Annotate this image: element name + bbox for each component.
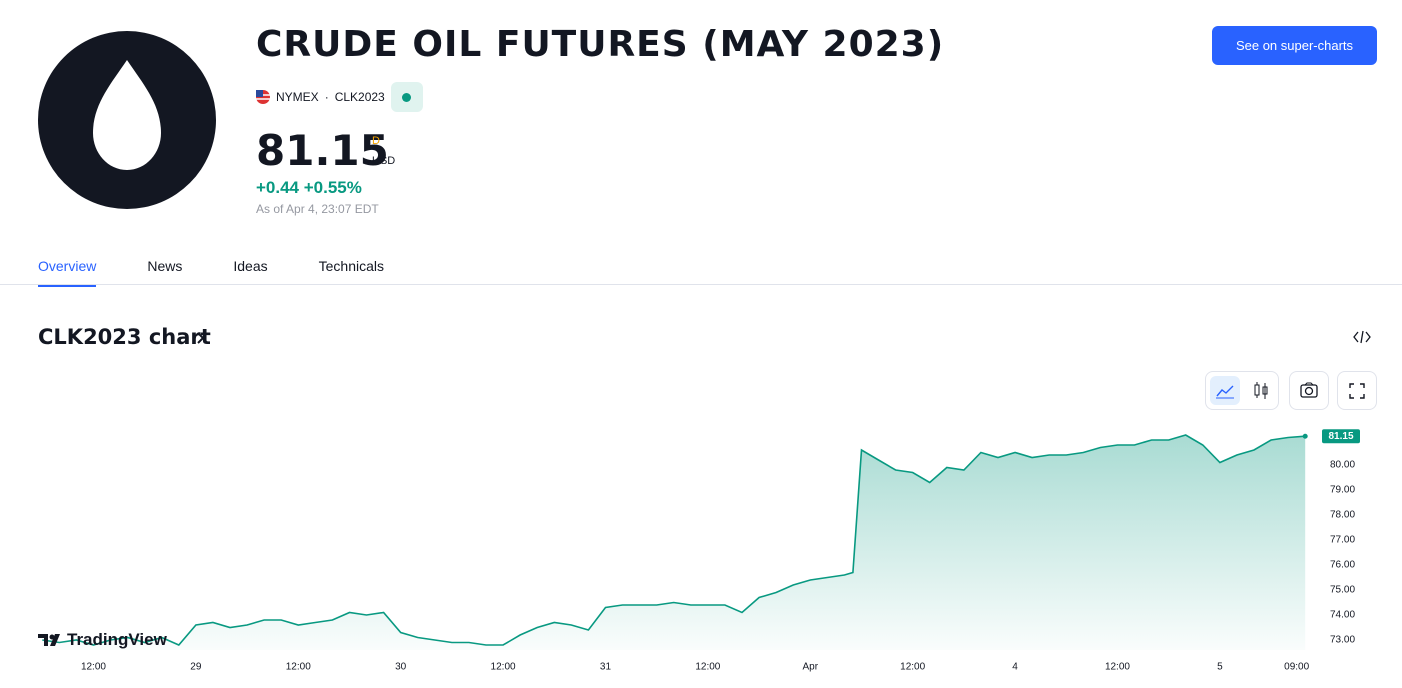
tab[interactable]: Ideas [233, 258, 268, 274]
exchange[interactable]: NYMEX [276, 90, 319, 104]
area-style[interactable] [1210, 376, 1240, 405]
x-tick-label: 5 [1217, 662, 1223, 673]
x-tick-label: 31 [600, 662, 612, 673]
fullscreen[interactable] [1337, 371, 1377, 410]
logo-drop [93, 60, 161, 170]
x-tick-label: 30 [395, 662, 407, 673]
meta: NYMEX · CLK2023 [256, 82, 423, 112]
candle-style[interactable] [1246, 376, 1276, 405]
x-tick-label: 4 [1012, 662, 1018, 673]
divider [0, 284, 1402, 285]
change: +0.44 +0.55% [256, 178, 362, 198]
change-abs: +0.44 [256, 178, 300, 197]
x-tick-label: Apr [802, 662, 818, 673]
price-badge [1322, 429, 1360, 444]
price-badge-label: 81.15 [1328, 431, 1353, 442]
x-tick-label: 29 [190, 662, 202, 673]
y-tick-label: 73.00 [1330, 635, 1355, 646]
x-tick-label: 12:00 [491, 662, 516, 673]
y-tick-label: 77.00 [1330, 535, 1355, 546]
chevron[interactable] [197, 332, 205, 344]
separator: · [324, 90, 329, 104]
watermark[interactable]: TradingView [38, 630, 167, 650]
y-tick-label: 78.00 [1330, 510, 1355, 521]
chart-icon[interactable] [1353, 330, 1371, 344]
x-tick-label: 12:00 [81, 662, 106, 673]
watermark-text: TradingView [67, 630, 167, 649]
snapshot[interactable] [1289, 371, 1329, 410]
y-tick-label: 76.00 [1330, 560, 1355, 571]
last-point [1302, 433, 1308, 439]
y-tick-label: 79.00 [1330, 485, 1355, 496]
tab[interactable]: Overview [38, 258, 97, 287]
flag [256, 90, 270, 104]
x-tick-label: 12:00 [695, 662, 720, 673]
x-tick-label: 12:00 [1105, 662, 1130, 673]
tabs: Overview News Ideas Technicals [38, 258, 435, 287]
x-tick-label: 12:00 [900, 662, 925, 673]
as-of: As of Apr 4, 23:07 EDT [256, 202, 379, 216]
price-suffix: D [372, 135, 380, 147]
tab[interactable]: News [147, 258, 183, 274]
chart-style-toggle [1205, 371, 1279, 410]
y-tick-label: 80.00 [1330, 460, 1355, 471]
super-charts-button[interactable]: See on super-charts [1212, 26, 1377, 65]
change-pct: +0.55% [303, 178, 362, 197]
area-fill [42, 435, 1306, 650]
x-tick-label: 09:00 [1284, 662, 1309, 673]
symbol: CLK2023 [334, 90, 385, 104]
section-title[interactable]: CLK2023 chart [38, 325, 211, 349]
status[interactable] [390, 82, 423, 112]
y-tick-label: 74.00 [1330, 610, 1355, 621]
price-line [42, 434, 1306, 646]
currency: USD [372, 155, 396, 167]
y-tick-label: 75.00 [1330, 585, 1355, 596]
x-tick-label: 12:00 [286, 662, 311, 673]
tab[interactable]: Technicals [318, 258, 384, 274]
price: 81.15 [256, 126, 389, 175]
title: CRUDE OIL FUTURES (MAY 2023) [256, 24, 945, 65]
